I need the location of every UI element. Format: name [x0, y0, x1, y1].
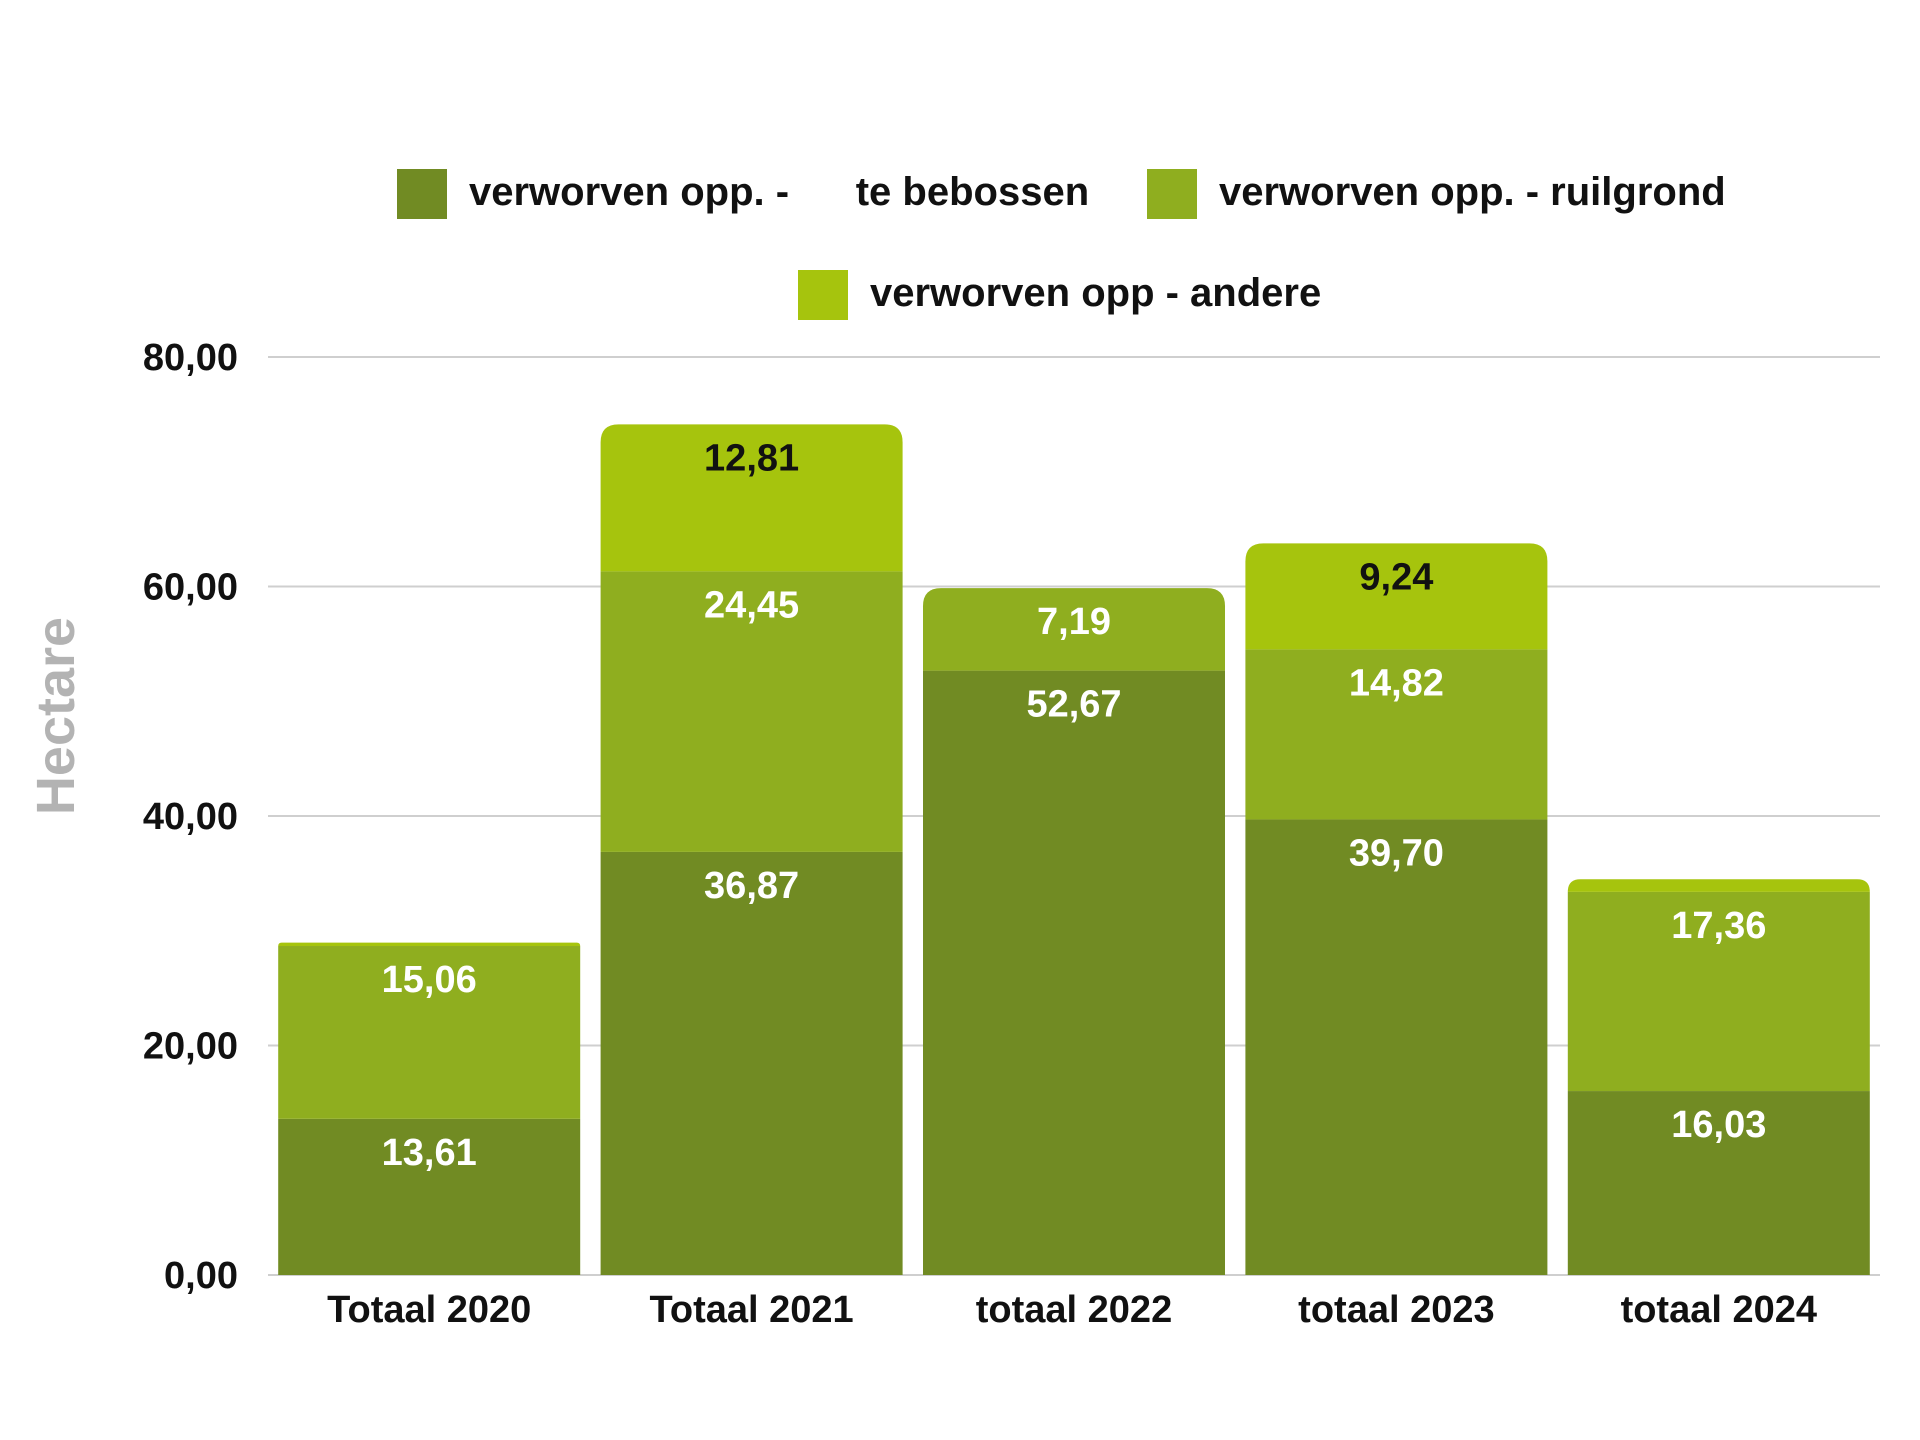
- x-tick-label: totaal 2024: [1621, 1289, 1817, 1331]
- y-tick-label: 40,00: [143, 796, 238, 838]
- legend: verworven opp. - te bebossen verworven op…: [397, 169, 1726, 320]
- bars: [278, 424, 1870, 1275]
- bar-segment: [278, 946, 581, 1119]
- x-tick-label: Totaal 2021: [650, 1289, 854, 1331]
- data-label: 14,82: [1349, 662, 1444, 704]
- x-tick-label: totaal 2023: [1298, 1289, 1494, 1331]
- legend-swatch: [798, 270, 848, 320]
- bar-segment: [600, 571, 903, 852]
- bar-segment: [923, 670, 1225, 1275]
- x-tick-label: Totaal 2020: [327, 1289, 531, 1331]
- bar-segment: [1567, 891, 1870, 1092]
- legend-label: verworven opp - andere: [870, 271, 1321, 315]
- legend-label: verworven opp. - te bebossen: [469, 170, 1089, 214]
- data-label: 16,03: [1671, 1104, 1766, 1146]
- data-label: 9,24: [1359, 556, 1433, 598]
- legend-swatch: [1147, 169, 1197, 219]
- data-label: 12,81: [704, 437, 799, 479]
- data-label: 17,36: [1671, 905, 1766, 947]
- bar-segment: [278, 942, 581, 947]
- data-label: 36,87: [704, 865, 799, 907]
- legend-label: verworven opp. - ruilgrond: [1219, 170, 1726, 214]
- data-label: 15,06: [382, 959, 477, 1001]
- bar-segment: [923, 588, 1225, 671]
- bar-segment: [600, 851, 903, 1275]
- y-tick-label: 80,00: [143, 337, 238, 379]
- bar-segment: [1245, 543, 1548, 650]
- data-label: 52,67: [1026, 684, 1121, 726]
- axes: 0,00 20,00 40,00 60,00 80,00 Hectare Totaal 20…: [26, 337, 1817, 1331]
- data-label: 24,45: [704, 584, 799, 626]
- data-label: 7,19: [1037, 601, 1111, 643]
- y-tick-label: 0,00: [164, 1255, 238, 1297]
- bar-segment: [600, 424, 903, 572]
- bar-segment: [1245, 819, 1548, 1275]
- y-axis-label: Hectare: [26, 617, 86, 815]
- legend-swatch: [397, 169, 447, 219]
- y-tick-label: 20,00: [143, 1026, 238, 1068]
- bar-segment: [1245, 649, 1548, 820]
- data-label: 39,70: [1349, 832, 1444, 874]
- y-tick-label: 60,00: [143, 567, 238, 609]
- bar-segment: [278, 1118, 581, 1275]
- x-tick-label: totaal 2022: [976, 1289, 1172, 1331]
- bar-segment: [1567, 1091, 1870, 1275]
- data-labels: 13,61 15,06 36,87 24,45 12,81 52,67 7,19 39,70 1…: [382, 437, 1767, 1173]
- bar-segment: [1567, 879, 1870, 892]
- data-label: 13,61: [382, 1132, 477, 1174]
